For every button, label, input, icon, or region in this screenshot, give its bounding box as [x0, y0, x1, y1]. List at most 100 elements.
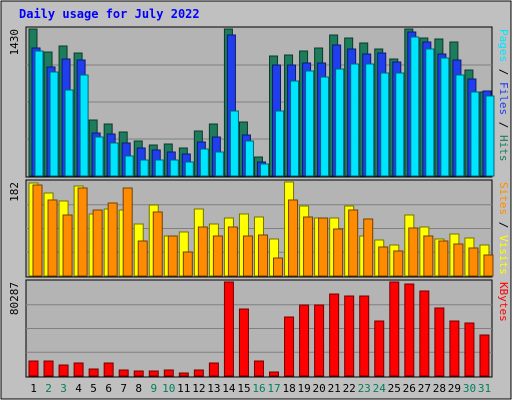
- x-tick-label: 24: [373, 382, 387, 395]
- bar-kbytes-day-28: [434, 307, 445, 377]
- bar-sites-day-10: [167, 235, 178, 277]
- x-tick-label: 8: [135, 382, 142, 395]
- bar-sites-day-9: [152, 211, 163, 277]
- bar-sites-day-13: [212, 235, 223, 277]
- bar-kbytes-day-14: [223, 281, 234, 377]
- panel-legend-label: KBytes: [497, 282, 510, 322]
- bar-sites-day-18: [288, 199, 299, 277]
- x-tick-label: 11: [177, 382, 190, 395]
- bar-kbytes-day-24: [374, 320, 385, 377]
- bar-pages-day-3: [64, 89, 74, 177]
- bar-kbytes-day-20: [314, 304, 325, 377]
- x-tick-label: 18: [282, 382, 295, 395]
- bar-sites-day-17: [273, 257, 284, 277]
- bar-pages-day-29: [455, 74, 465, 177]
- panel-visits: 182 Sites / Visits: [8, 179, 510, 278]
- bar-kbytes-day-9: [148, 370, 159, 377]
- x-tick-label: 20: [312, 382, 325, 395]
- bar-sites-day-28: [438, 240, 449, 277]
- x-tick-label: 13: [207, 382, 220, 395]
- x-tick-label: 12: [192, 382, 205, 395]
- bar-kbytes-day-8: [133, 370, 144, 377]
- bar-sites-day-7: [122, 187, 133, 277]
- bar-pages-day-12: [199, 148, 209, 177]
- bar-sites-day-29: [453, 243, 464, 277]
- bar-sites-day-19: [303, 216, 314, 277]
- bar-kbytes-day-27: [419, 290, 430, 377]
- bar-pages-day-10: [169, 159, 179, 177]
- bar-kbytes-day-4: [73, 362, 84, 377]
- x-tick-label: 27: [418, 382, 431, 395]
- bar-pages-day-31: [485, 95, 495, 177]
- bar-sites-day-31: [483, 254, 494, 277]
- bar-sites-day-1: [32, 184, 43, 277]
- bar-kbytes-day-6: [103, 362, 114, 377]
- bar-pages-day-1: [34, 50, 44, 177]
- bar-pages-day-5: [94, 136, 104, 177]
- bar-pages-day-15: [244, 140, 254, 177]
- x-tick-label: 4: [75, 382, 82, 395]
- x-axis-labels: 1 2 3 4 5 6 7 8 9 10 11 12 13 14 15 16 17 18 19 20 21 22 23 24 2…: [30, 382, 491, 395]
- x-tick-label: 14: [222, 382, 236, 395]
- bar-sites-day-2: [47, 199, 58, 277]
- x-tick-label: 22: [343, 382, 356, 395]
- bar-pages-day-6: [109, 142, 119, 177]
- legend-part: Sites: [497, 182, 510, 215]
- legend-part: KBytes: [497, 282, 510, 322]
- bar-pages-day-22: [350, 63, 360, 177]
- x-tick-label: 28: [433, 382, 446, 395]
- bar-kbytes-day-17: [269, 371, 280, 377]
- bar-pages-day-9: [154, 159, 164, 177]
- bar-kbytes-day-11: [178, 372, 189, 377]
- panel-max-label: 80287: [8, 282, 21, 315]
- bar-kbytes-day-7: [118, 369, 129, 377]
- bar-sites-day-24: [378, 246, 389, 277]
- x-tick-label: 25: [388, 382, 401, 395]
- bar-pages-day-17: [275, 110, 285, 177]
- bar-kbytes-day-10: [163, 369, 174, 377]
- legend-part: /: [497, 215, 510, 235]
- bar-sites-day-11: [182, 251, 193, 277]
- bar-sites-day-26: [408, 227, 419, 277]
- bar-kbytes-day-21: [329, 293, 340, 377]
- bar-pages-day-18: [290, 80, 300, 177]
- bar-kbytes-day-22: [344, 295, 355, 377]
- panel-max-label: 182: [8, 182, 21, 202]
- bar-pages-day-30: [470, 91, 480, 177]
- bar-pages-day-19: [305, 70, 315, 177]
- legend-part: Pages: [497, 29, 510, 62]
- bar-sites-day-5: [92, 209, 103, 277]
- x-tick-label: 26: [403, 382, 416, 395]
- bar-pages-day-26: [410, 36, 420, 177]
- bar-pages-day-13: [214, 151, 224, 177]
- bar-sites-day-15: [242, 235, 253, 277]
- bar-kbytes-day-16: [253, 360, 264, 377]
- bar-kbytes-day-15: [238, 308, 249, 377]
- legend-part: Hits: [497, 135, 510, 162]
- bar-pages-day-23: [365, 63, 375, 177]
- x-tick-label: 5: [90, 382, 97, 395]
- bar-kbytes-day-2: [43, 360, 54, 377]
- legend-part: Files: [497, 82, 510, 115]
- bar-sites-day-21: [333, 228, 344, 277]
- bar-kbytes-day-26: [404, 283, 415, 377]
- x-tick-label: 15: [237, 382, 250, 395]
- bar-kbytes-day-30: [464, 322, 475, 377]
- panel-legend-label: Pages / Files / Hits: [497, 29, 510, 162]
- x-tick-label: 1: [30, 382, 37, 395]
- legend-part: /: [497, 115, 510, 135]
- x-tick-label: 9: [150, 382, 157, 395]
- bar-kbytes-day-19: [299, 304, 310, 377]
- x-tick-label: 21: [328, 382, 341, 395]
- bar-sites-day-25: [393, 250, 404, 277]
- x-tick-label: 30: [463, 382, 476, 395]
- bar-sites-day-12: [197, 226, 208, 277]
- panel-legend-label: Sites / Visits: [497, 182, 510, 275]
- bar-kbytes-day-5: [88, 368, 99, 377]
- bar-pages-day-25: [395, 72, 405, 177]
- panel-kbytes: 80287 KBytes: [8, 279, 510, 378]
- bar-kbytes-day-1: [28, 360, 39, 377]
- x-tick-label: 29: [448, 382, 461, 395]
- legend-part: Visits: [497, 235, 510, 275]
